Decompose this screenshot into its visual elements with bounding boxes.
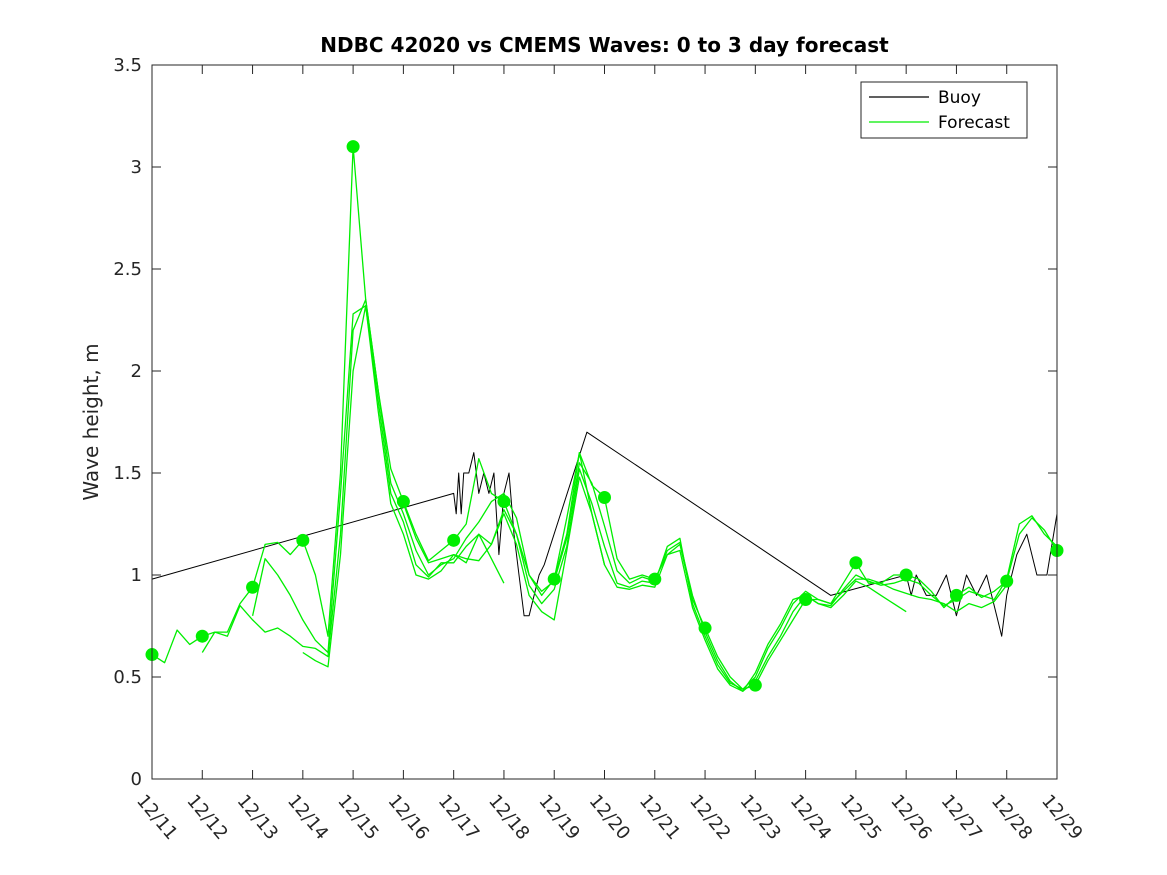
plot-area — [152, 65, 1057, 779]
forecast-marker — [447, 533, 461, 547]
forecast-series-line-3 — [251, 305, 1008, 690]
forecast-marker — [899, 568, 913, 582]
y-tick-label: 2.5 — [113, 259, 142, 280]
marker-layer — [145, 140, 1064, 692]
forecast-marker — [1000, 574, 1014, 588]
forecast-marker — [648, 572, 662, 586]
legend-label-buoy: Buoy — [938, 88, 981, 108]
forecast-marker — [246, 580, 260, 594]
forecast-marker — [497, 495, 511, 509]
legend: Buoy Forecast — [860, 81, 1028, 139]
legend-label-forecast: Forecast — [938, 113, 1010, 133]
buoy-series-line — [151, 431, 1058, 637]
forecast-marker — [799, 592, 813, 606]
forecast-marker — [598, 490, 611, 504]
y-tick-label: 1 — [131, 565, 142, 586]
forecast-series-line-5 — [402, 503, 505, 584]
y-tick-label: 0 — [131, 769, 142, 790]
y-tick-label: 2 — [131, 361, 142, 382]
forecast-marker — [949, 588, 963, 602]
forecast-marker — [296, 533, 310, 547]
chart-title: NDBC 42020 vs CMEMS Waves: 0 to 3 day fo… — [320, 33, 889, 57]
forecast-marker — [849, 556, 863, 570]
forecast-marker — [547, 572, 561, 586]
y-tick-label: 1.5 — [113, 463, 142, 484]
forecast-marker — [195, 629, 209, 643]
y-tick-label: 3 — [131, 157, 142, 178]
forecast-marker — [346, 140, 360, 154]
forecast-series-line-6 — [553, 451, 606, 580]
forecast-series-line-2 — [201, 298, 1058, 692]
forecast-marker — [396, 495, 410, 509]
forecast-marker — [698, 621, 712, 635]
y-tick-label: 0.5 — [113, 667, 142, 688]
legend-box — [860, 81, 1028, 139]
y-axis-label: Wave height, m — [79, 343, 103, 500]
y-tick-label: 3.5 — [113, 55, 142, 76]
forecast-marker — [748, 678, 762, 692]
